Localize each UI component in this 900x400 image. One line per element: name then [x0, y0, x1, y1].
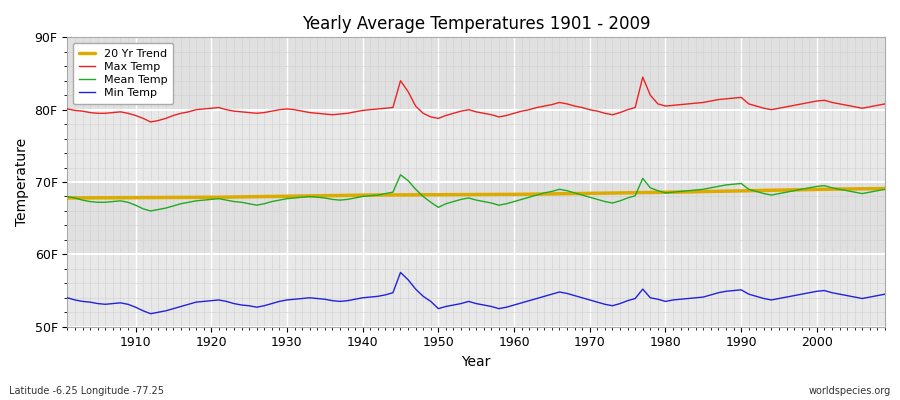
Line: Mean Temp: Mean Temp — [68, 175, 885, 211]
Min Temp — [145, 311, 156, 316]
Text: Latitude -6.25 Longitude -77.25: Latitude -6.25 Longitude -77.25 — [9, 386, 164, 396]
Max Temp — [145, 120, 156, 124]
Max Temp — [608, 112, 618, 117]
Line: Min Temp: Min Temp — [68, 272, 885, 314]
Min Temp — [879, 292, 890, 296]
Mean Temp — [62, 194, 73, 199]
Legend: 20 Yr Trend, Max Temp, Mean Temp, Min Temp: 20 Yr Trend, Max Temp, Mean Temp, Min Te… — [73, 43, 173, 104]
Max Temp — [879, 102, 890, 106]
Mean Temp — [145, 208, 156, 213]
Mean Temp — [342, 197, 353, 202]
Mean Temp — [615, 198, 626, 203]
Text: worldspecies.org: worldspecies.org — [809, 386, 891, 396]
Min Temp — [297, 296, 308, 301]
Max Temp — [122, 111, 133, 116]
Min Temp — [524, 298, 535, 303]
Line: 20 Yr Trend: 20 Yr Trend — [68, 188, 885, 198]
20 Yr Trend — [62, 196, 73, 200]
Min Temp — [342, 298, 353, 303]
Mean Temp — [524, 195, 535, 200]
Max Temp — [508, 111, 519, 116]
X-axis label: Year: Year — [462, 355, 490, 369]
Min Temp — [62, 295, 73, 300]
20 Yr Trend — [819, 187, 830, 192]
Mean Temp — [297, 195, 308, 200]
Bar — [68, 37, 885, 110]
Mean Temp — [517, 197, 527, 202]
Max Temp — [637, 75, 648, 80]
20 Yr Trend — [213, 195, 224, 200]
20 Yr Trend — [364, 193, 375, 198]
Min Temp — [517, 300, 527, 305]
Mean Temp — [395, 172, 406, 177]
Max Temp — [342, 111, 353, 116]
Title: Yearly Average Temperatures 1901 - 2009: Yearly Average Temperatures 1901 - 2009 — [302, 15, 651, 33]
Min Temp — [615, 301, 626, 306]
Min Temp — [122, 302, 133, 307]
Mean Temp — [122, 200, 133, 205]
Max Temp — [517, 109, 527, 114]
Min Temp — [395, 270, 406, 275]
20 Yr Trend — [668, 190, 679, 194]
Bar — [68, 110, 885, 182]
20 Yr Trend — [879, 186, 890, 191]
Y-axis label: Temperature: Temperature — [15, 138, 29, 226]
Max Temp — [62, 106, 73, 111]
Bar — [68, 182, 885, 254]
Mean Temp — [879, 187, 890, 192]
Bar — [68, 254, 885, 327]
Max Temp — [297, 109, 308, 114]
20 Yr Trend — [517, 192, 527, 197]
Line: Max Temp: Max Temp — [68, 77, 885, 122]
